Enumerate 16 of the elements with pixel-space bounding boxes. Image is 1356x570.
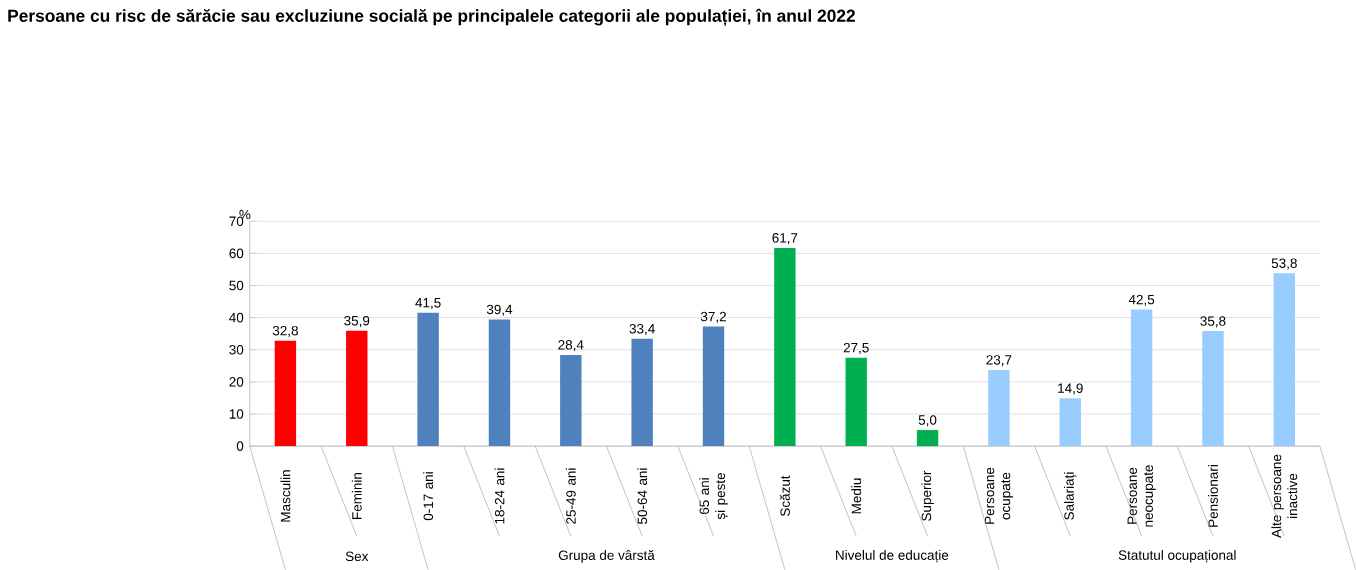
bar <box>417 312 439 447</box>
bar <box>631 338 653 447</box>
bar <box>560 354 582 447</box>
bar <box>1202 331 1224 447</box>
bar <box>274 340 297 447</box>
bar <box>1059 398 1081 447</box>
bar <box>346 330 368 447</box>
chart-title: Persoane cu risc de sărăcie sau excluziune socială pe principalele categorii ale populației, în anul 2022 <box>8 8 855 26</box>
bar <box>988 369 1010 447</box>
bar <box>774 247 796 447</box>
bar <box>916 429 939 447</box>
bar <box>488 319 511 447</box>
bar <box>1273 273 1295 447</box>
bar <box>1130 309 1153 447</box>
bar <box>702 326 725 447</box>
bar <box>845 357 867 447</box>
